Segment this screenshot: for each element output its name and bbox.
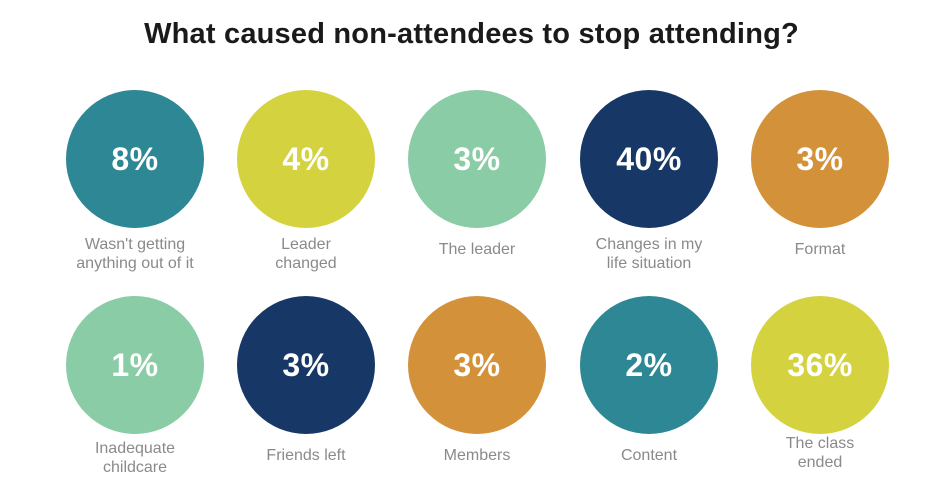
stat-circle: 1% xyxy=(66,296,204,434)
stat-circle: 3% xyxy=(237,296,375,434)
stat-circle: 2% xyxy=(580,296,718,434)
stat-label: Changes in my life situation xyxy=(595,236,703,272)
stat-circle: 3% xyxy=(408,90,546,228)
stat-label: The class ended xyxy=(785,435,855,471)
stat-label: Friends left xyxy=(266,447,346,464)
stat-value: 1% xyxy=(111,346,159,383)
stat-value: 3% xyxy=(453,346,501,383)
stat-value: 3% xyxy=(453,140,501,177)
stat-value: 36% xyxy=(787,346,853,383)
stat-circle: 8% xyxy=(66,90,204,228)
stat-value: 3% xyxy=(796,140,844,177)
stat-value: 2% xyxy=(625,346,673,383)
stat-circle: 3% xyxy=(408,296,546,434)
stat-label: The leader xyxy=(438,241,516,258)
stat-value: 4% xyxy=(282,140,330,177)
stat-circle: 4% xyxy=(237,90,375,228)
stat-value: 3% xyxy=(282,346,330,383)
stat-label: Members xyxy=(443,447,511,464)
stat-label: Content xyxy=(620,447,678,464)
stat-circle: 36% xyxy=(751,296,889,434)
stat-value: 40% xyxy=(616,140,682,177)
stat-label: Format xyxy=(794,241,846,258)
stat-circle: 3% xyxy=(751,90,889,228)
stat-value: 8% xyxy=(111,140,159,177)
stat-label: Wasn't getting anything out of it xyxy=(76,236,194,272)
chart-title: What caused non-attendees to stop attend… xyxy=(144,18,799,50)
stat-label: Leader changed xyxy=(275,236,337,272)
stat-label: Inadequate childcare xyxy=(94,440,176,476)
stat-circle: 40% xyxy=(580,90,718,228)
